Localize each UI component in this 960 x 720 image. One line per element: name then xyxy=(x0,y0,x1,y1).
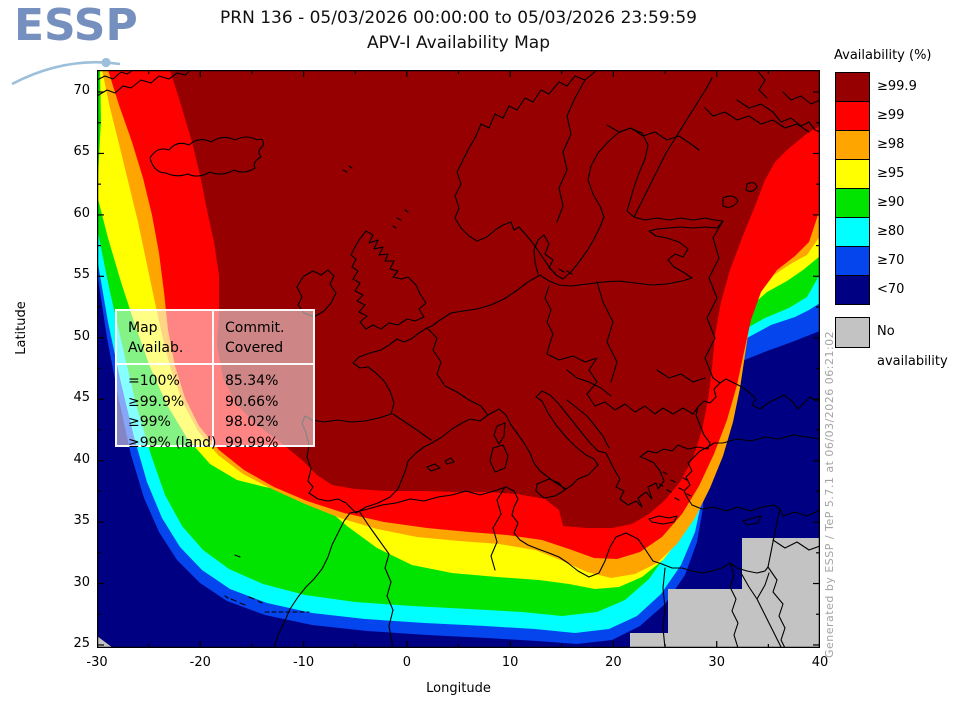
legend-colorbar xyxy=(835,72,870,305)
plot-border xyxy=(97,70,820,648)
legend-swatch xyxy=(836,73,869,102)
x-tick-label: 0 xyxy=(402,655,411,670)
legend-no-availability-label: No availability xyxy=(877,324,948,369)
x-tick-label: 20 xyxy=(605,655,622,670)
y-tick-label: 55 xyxy=(73,267,90,283)
y-tick-label: 40 xyxy=(73,451,90,467)
availability-stats-box: Map Availab. Commit. Covered =100% ≥99.9… xyxy=(115,309,315,451)
legend-label: ≥90 xyxy=(877,195,905,210)
legend-label: ≥99 xyxy=(877,108,905,123)
x-tick-label: 10 xyxy=(501,655,519,670)
x-tick-label: -20 xyxy=(189,655,211,670)
availability-map: Map Availab. Commit. Covered =100% ≥99.9… xyxy=(97,70,820,648)
x-axis-title: Longitude xyxy=(426,681,491,696)
legend-swatch xyxy=(836,189,869,218)
x-tick-label: 30 xyxy=(708,655,725,670)
legend-label: <70 xyxy=(877,282,905,297)
stats-header-commitment-covered: Commit. Covered xyxy=(225,320,285,356)
x-tick-label: -30 xyxy=(86,655,108,670)
legend-swatch xyxy=(836,247,869,276)
y-tick-label: 60 xyxy=(73,205,90,221)
figure-title: PRN 136 - 05/03/2026 00:00:00 to 05/03/2… xyxy=(97,6,820,56)
legend-label: ≥80 xyxy=(877,224,905,239)
legend-title: Availability (%) xyxy=(834,48,932,63)
stats-covered-values: 85.34% 90.66% 98.02% 99.99% xyxy=(225,373,279,451)
title-line-2: APV-I Availability Map xyxy=(366,33,550,53)
legend-swatch xyxy=(836,160,869,189)
y-tick-label: 25 xyxy=(73,635,90,651)
y-tick-label: 50 xyxy=(73,328,90,344)
essp-logo-arc-icon xyxy=(11,57,121,86)
legend-swatch xyxy=(836,102,869,131)
legend-label: ≥95 xyxy=(877,166,905,181)
y-tick-label: 35 xyxy=(73,513,90,529)
legend-label: ≥70 xyxy=(877,253,905,268)
y-axis-title: Latitude xyxy=(14,301,29,355)
no-availability-region xyxy=(630,538,820,648)
legend-swatch xyxy=(836,131,869,160)
stats-availability-thresholds: =100% ≥99.9% ≥99% ≥99% (land) xyxy=(128,373,217,451)
title-line-1: PRN 136 - 05/03/2026 00:00:00 to 05/03/2… xyxy=(220,8,697,28)
x-tick-label: -10 xyxy=(292,655,315,670)
stats-header-map-availability: Map Availab. xyxy=(128,320,184,356)
stats-column-divider xyxy=(212,311,214,445)
coastlines-and-borders xyxy=(97,70,820,648)
stats-header-divider xyxy=(117,363,313,365)
y-tick-label: 65 xyxy=(73,144,90,160)
x-tick-label: 40 xyxy=(811,655,829,670)
legend-label: ≥98 xyxy=(877,137,905,152)
essp-logo: ESSP xyxy=(14,0,138,51)
legend-no-availability-swatch xyxy=(835,317,870,348)
legend-swatch xyxy=(836,218,869,247)
legend-swatch xyxy=(836,276,869,304)
y-tick-label: 45 xyxy=(73,390,90,406)
generated-watermark: Generated by ESSP / TeP 5.7.1 at 06/03/2… xyxy=(823,330,836,658)
y-tick-label: 30 xyxy=(73,574,90,590)
legend-label: ≥99.9 xyxy=(877,79,917,94)
y-tick-label: 70 xyxy=(73,83,90,98)
